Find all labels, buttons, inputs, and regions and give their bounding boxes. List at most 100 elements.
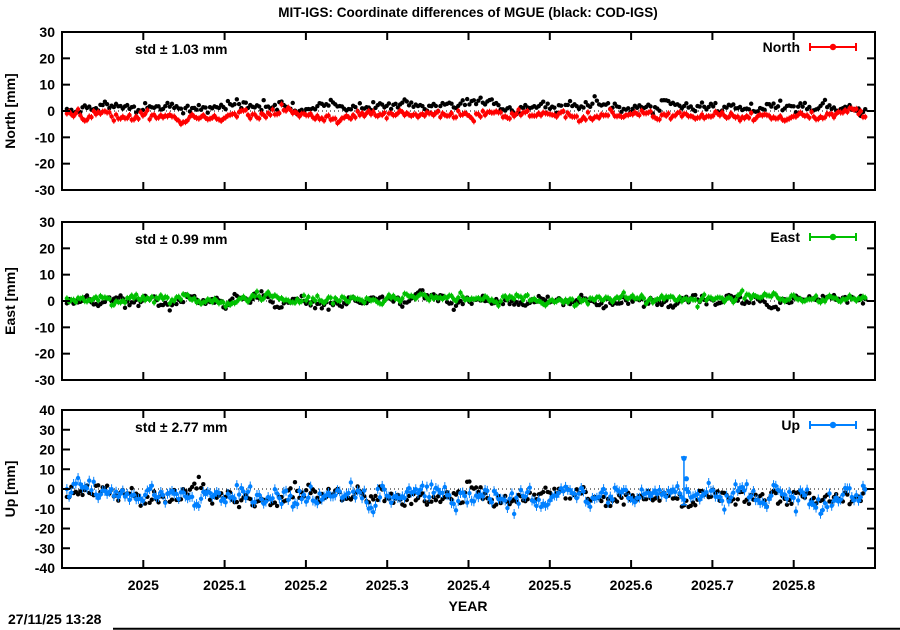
data-point <box>451 501 456 507</box>
data-point <box>232 102 237 107</box>
data-point <box>664 494 669 500</box>
data-point <box>766 496 772 502</box>
data-point <box>494 299 499 305</box>
data-point <box>545 101 550 106</box>
data-point <box>346 299 351 305</box>
data-point <box>520 105 526 111</box>
data-point <box>91 479 96 484</box>
data-point <box>185 103 190 108</box>
data-point <box>364 500 369 505</box>
data-point <box>167 308 172 313</box>
data-point <box>265 290 271 295</box>
data-point <box>693 108 698 114</box>
data-point <box>176 118 181 123</box>
data-point <box>592 94 597 99</box>
data-point <box>558 103 564 108</box>
data-point <box>854 106 859 112</box>
data-point <box>856 498 861 503</box>
data-point <box>223 304 228 309</box>
data-point <box>292 480 298 485</box>
data-point <box>677 491 682 496</box>
data-point <box>382 487 387 492</box>
data-point <box>610 497 615 502</box>
data-point <box>134 292 139 297</box>
data-point <box>125 491 130 497</box>
data-point <box>845 492 850 497</box>
data-point <box>78 482 83 487</box>
data-point <box>485 488 490 493</box>
data-point <box>657 498 662 503</box>
data-point <box>585 500 591 506</box>
data-point <box>641 304 647 309</box>
y-tick-label: 30 <box>39 422 55 438</box>
data-point <box>306 495 311 500</box>
data-point <box>502 498 508 503</box>
data-point <box>742 296 747 301</box>
data-point <box>587 104 593 110</box>
data-point <box>467 491 472 496</box>
data-point <box>306 294 311 300</box>
data-point <box>303 298 309 303</box>
data-area <box>64 287 868 313</box>
data-point <box>234 114 240 119</box>
data-point <box>476 98 481 103</box>
data-point <box>608 494 613 499</box>
data-point <box>400 109 405 115</box>
data-point <box>149 483 155 488</box>
data-point <box>422 113 427 118</box>
data-point <box>715 489 720 494</box>
data-point <box>516 501 521 506</box>
data-point <box>326 307 331 312</box>
data-point <box>498 110 503 115</box>
data-point <box>178 297 184 302</box>
data-point <box>599 498 604 504</box>
data-point <box>565 102 571 108</box>
data-point <box>581 105 586 110</box>
data-area <box>64 455 868 519</box>
data-point <box>456 108 461 114</box>
data-point <box>778 488 783 494</box>
data-point <box>274 491 280 496</box>
data-point <box>449 101 454 106</box>
data-point <box>333 493 338 498</box>
data-point <box>308 301 313 306</box>
data-point <box>78 113 83 118</box>
data-point <box>677 295 682 300</box>
data-point <box>632 500 638 505</box>
data-point <box>386 494 392 499</box>
legend: East <box>770 229 857 245</box>
data-point <box>317 491 322 496</box>
data-point <box>165 295 170 300</box>
data-point <box>395 105 401 110</box>
data-point <box>858 494 863 500</box>
data-point <box>480 108 486 114</box>
data-point <box>400 304 405 309</box>
data-point <box>234 499 240 505</box>
data-point <box>321 118 327 123</box>
data-point <box>746 107 752 112</box>
data-point <box>435 494 441 499</box>
data-point <box>494 491 499 497</box>
data-point <box>505 297 510 302</box>
data-point <box>827 103 832 108</box>
data-point <box>467 102 472 107</box>
data-point <box>375 486 380 492</box>
data-point <box>731 102 736 107</box>
data-point <box>438 114 443 120</box>
data-point <box>511 511 517 517</box>
data-point <box>377 495 383 500</box>
data-point <box>384 296 389 301</box>
data-point <box>610 299 615 305</box>
data-point <box>315 501 320 506</box>
data-point <box>87 478 92 483</box>
data-point <box>274 107 280 113</box>
data-point <box>863 114 868 120</box>
data-point <box>107 296 112 302</box>
data-point <box>192 481 197 486</box>
data-point <box>816 497 821 502</box>
data-point <box>433 497 439 503</box>
data-point <box>357 490 363 495</box>
x-tick-label: 2025.5 <box>528 577 571 593</box>
x-tick-label: 2025.6 <box>610 577 653 593</box>
